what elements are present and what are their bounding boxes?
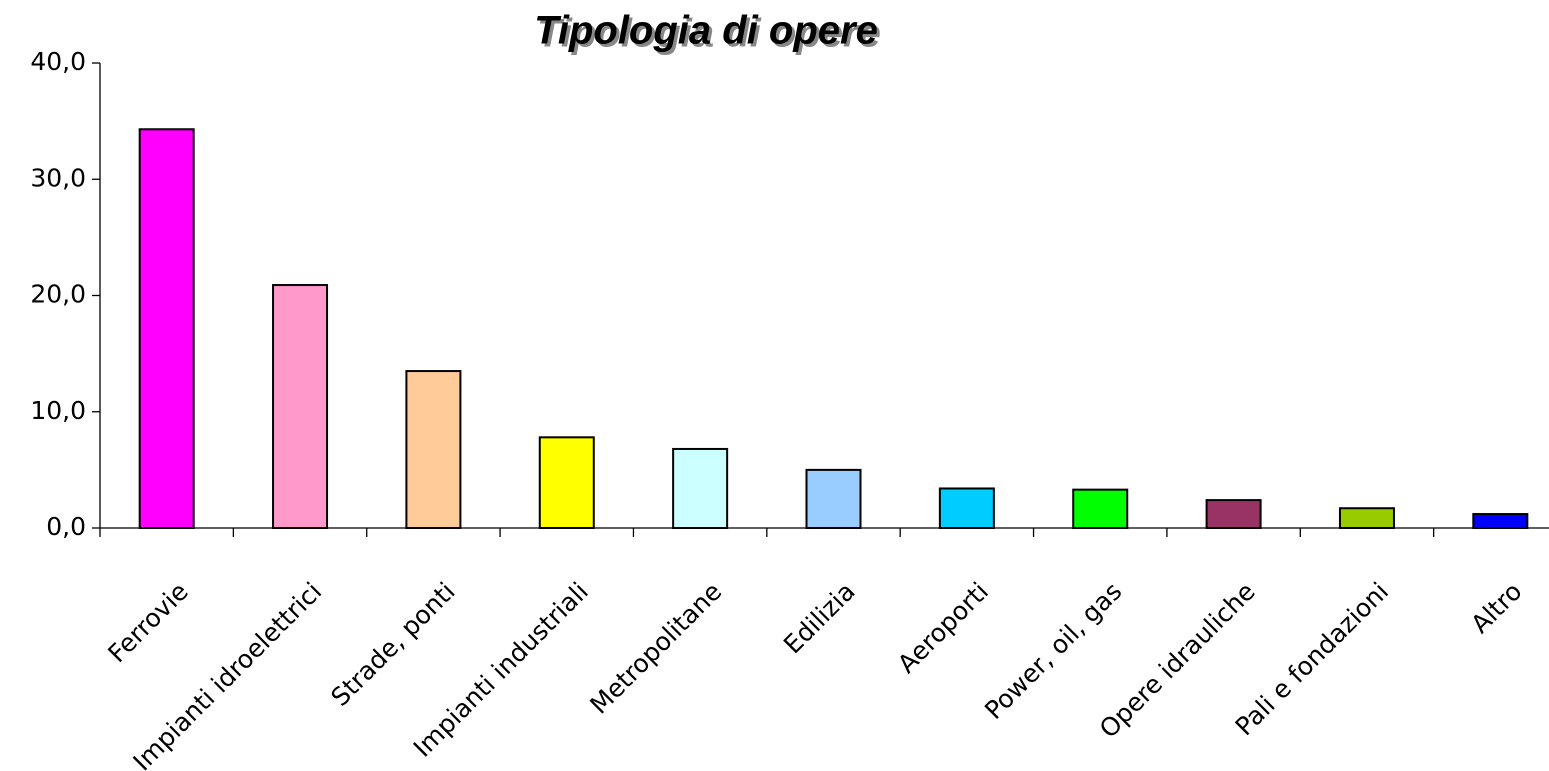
x-tick-label: Metropolitane [584,577,727,720]
bar [1072,488,1129,530]
bar [1472,513,1529,529]
x-tick-label: Power, oil, gas [979,577,1127,725]
bar [138,128,195,529]
bar [1338,507,1395,529]
x-tick-label: Altro [1465,577,1527,639]
bar [672,447,729,530]
y-tick-label: 10,0 [30,396,86,425]
bar [1205,499,1262,530]
chart-title: Tipologia di opere [534,9,878,53]
x-tick-label: Aeroporti [892,577,994,679]
bar [938,487,995,530]
bar [538,436,595,530]
x-tick-label: Edilizia [778,577,861,660]
bar [405,370,462,529]
y-tick-label: 20,0 [30,280,86,309]
bar [272,284,329,529]
x-tick-label: Strade, ponti [325,577,460,712]
bar [805,468,862,529]
x-tick-label: Ferrovie [102,577,193,668]
chart-title-shadow: Tipologia di opere [537,12,881,56]
y-tick-label: 0,0 [46,512,86,541]
y-tick-label: 40,0 [30,47,86,76]
y-tick-label: 30,0 [30,163,86,192]
